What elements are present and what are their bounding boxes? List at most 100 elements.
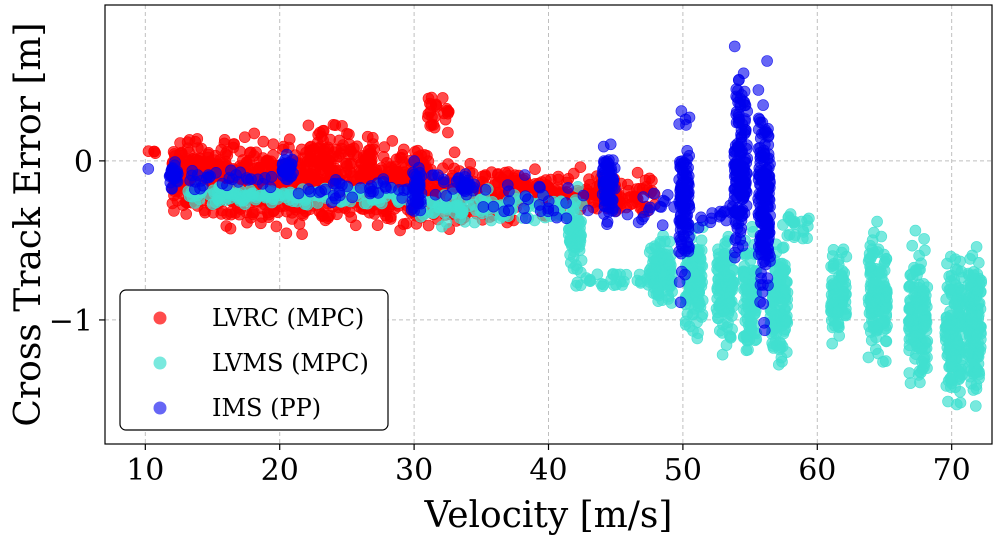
scatter-point: [257, 135, 270, 148]
scatter-point: [732, 162, 745, 174]
scatter-point: [718, 250, 731, 262]
scatter-point: [256, 211, 268, 223]
scatter-point: [260, 155, 273, 168]
scatter-point: [903, 303, 916, 316]
scatter-point: [267, 138, 280, 150]
scatter-point: [763, 247, 775, 260]
scatter-point: [564, 249, 576, 261]
scatter-point: [675, 105, 688, 117]
scatter-point: [199, 206, 211, 219]
scatter-point: [840, 250, 853, 263]
scatter-point: [716, 348, 729, 361]
scatter-point: [801, 220, 814, 232]
scatter-point: [654, 237, 667, 250]
scatter-point: [826, 337, 839, 350]
scatter-point: [604, 138, 617, 151]
scatter-point: [714, 209, 727, 221]
scatter-point: [529, 163, 541, 175]
scatter-point: [166, 197, 179, 210]
scatter-point: [675, 197, 687, 209]
scatter-point: [213, 194, 225, 207]
scatter-point: [733, 141, 746, 153]
scatter-point: [442, 158, 454, 170]
scatter-point: [316, 209, 329, 222]
scatter-point: [346, 191, 359, 204]
scatter-point: [830, 306, 843, 319]
scatter-point: [918, 233, 930, 245]
scatter-point: [692, 222, 705, 234]
x-tick-label: 50: [664, 453, 702, 488]
legend: LVRC (MPC) LVMS (MPC) IMS (PP): [119, 289, 389, 431]
scatter-point: [142, 145, 155, 157]
scatter-point: [722, 316, 734, 329]
scatter-point: [754, 132, 767, 145]
scatter-point: [430, 100, 443, 113]
scatter-point: [784, 208, 797, 220]
axis-ticks: 10 20 30 40 50 60 70 0 −1: [49, 145, 971, 488]
scatter-point: [919, 244, 931, 257]
y-tick-label: 0: [74, 145, 93, 180]
scatter-point: [777, 268, 789, 281]
scatter-point: [967, 353, 979, 366]
legend-label-lvms: LVMS (MPC): [212, 349, 369, 377]
scatter-point: [763, 226, 776, 239]
legend-label-lvrc: LVRC (MPC): [212, 304, 364, 332]
scatter-point: [975, 276, 988, 289]
scatter-point: [232, 176, 245, 188]
scatter-point: [695, 311, 708, 323]
scatter-point: [954, 385, 966, 398]
scatter-point: [389, 160, 402, 173]
scatter-point: [547, 204, 560, 217]
scatter-point: [682, 224, 695, 236]
scatter-point: [743, 310, 756, 322]
scatter-point: [203, 171, 215, 184]
scatter-point: [644, 201, 657, 214]
scatter-point: [778, 290, 791, 303]
scatter-point: [737, 266, 750, 279]
scatter-point: [694, 252, 707, 264]
scatter-point: [422, 219, 435, 232]
scatter-point: [552, 170, 565, 183]
scatter-point: [867, 299, 879, 312]
scatter-point: [871, 215, 883, 228]
scatter-point: [870, 331, 882, 344]
scatter-point: [737, 95, 750, 108]
x-tick-label: 10: [126, 453, 164, 488]
scatter-point: [758, 178, 771, 191]
scatter-point: [456, 202, 469, 215]
scatter-point: [270, 220, 283, 233]
scatter-point: [909, 328, 922, 341]
scatter-point: [307, 164, 320, 177]
scatter-point: [560, 197, 572, 209]
scatter-point: [437, 173, 450, 186]
scatter-point: [674, 296, 687, 309]
legend-label-ims: IMS (PP): [212, 394, 321, 422]
scatter-point: [732, 74, 745, 86]
scatter-point: [414, 204, 427, 217]
scatter-point: [904, 377, 917, 389]
scatter-point: [519, 212, 532, 224]
scatter-point: [712, 312, 724, 324]
x-tick-label: 40: [529, 453, 567, 488]
scatter-point: [305, 152, 318, 165]
scatter-point: [598, 156, 610, 169]
scatter-point: [395, 152, 408, 164]
scatter-point: [239, 131, 251, 143]
scatter-point: [280, 148, 293, 161]
scatter-point: [570, 259, 582, 272]
scatter-point: [636, 213, 648, 226]
scatter-point: [242, 174, 254, 186]
scatter-point: [319, 183, 332, 196]
scatter-point: [607, 268, 620, 281]
scatter-point: [605, 197, 618, 210]
scatter-point: [781, 229, 794, 242]
scatter-point: [970, 328, 983, 341]
scatter-point: [832, 282, 845, 295]
scatter-point: [324, 156, 337, 168]
scatter-point: [906, 239, 919, 252]
scatter-point: [283, 133, 296, 146]
scatter-point: [476, 170, 489, 183]
scatter-point: [735, 174, 748, 187]
scatter-point: [396, 192, 409, 204]
